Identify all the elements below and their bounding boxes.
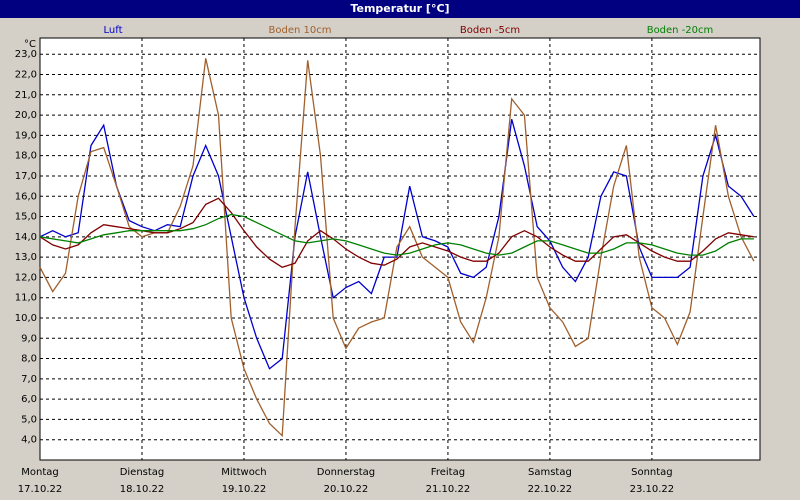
y-tick-label: 16,0 (15, 191, 37, 202)
x-tick-label: Samstag (528, 467, 572, 478)
y-tick-label: 5,0 (21, 414, 37, 425)
y-tick-label: 6,0 (21, 394, 37, 405)
y-tick-label: 18,0 (15, 151, 37, 162)
chart-title: Temperatur [°C] (350, 2, 449, 15)
x-tick-label: Sonntag (631, 467, 673, 478)
y-tick-label: 19,0 (15, 130, 37, 141)
x-tick-date: 19.10.22 (222, 484, 267, 495)
legend-entry: Boden -5cm (460, 25, 520, 36)
y-tick-label: 7,0 (21, 374, 37, 385)
x-tick-date: 18.10.22 (120, 484, 165, 495)
y-tick-label: 10,0 (15, 313, 37, 324)
y-tick-label: 8,0 (21, 354, 37, 365)
y-tick-label: 13,0 (15, 252, 37, 263)
x-tick-label: Donnerstag (317, 467, 375, 478)
y-tick-label: 20,0 (15, 110, 37, 121)
x-tick-date: 21.10.22 (426, 484, 471, 495)
y-tick-label: 22,0 (15, 70, 37, 81)
x-tick-label: Freitag (431, 467, 465, 478)
x-tick-date: 17.10.22 (18, 484, 63, 495)
series-line (39, 197, 755, 269)
y-tick-label: 14,0 (15, 232, 37, 243)
y-tick-label: 21,0 (15, 90, 37, 101)
legend-entry: Boden 10cm (269, 25, 332, 36)
x-tick-label: Dienstag (120, 467, 165, 478)
legend-entry: Boden -20cm (647, 25, 714, 36)
x-tick-date: 23.10.22 (630, 484, 675, 495)
y-tick-label: 11,0 (15, 293, 37, 304)
y-tick-label: 23,0 (15, 49, 37, 60)
y-tick-label: 4,0 (21, 435, 37, 446)
y-tick-label: 12,0 (15, 272, 37, 283)
y-unit: °C (24, 39, 36, 50)
y-tick-label: 17,0 (15, 171, 37, 182)
y-tick-label: 9,0 (21, 333, 37, 344)
x-tick-date: 22.10.22 (528, 484, 573, 495)
x-tick-label: Montag (21, 467, 58, 478)
title-bar (0, 0, 800, 18)
x-tick-date: 20.10.22 (324, 484, 369, 495)
series-line (39, 213, 754, 256)
x-tick-label: Mittwoch (221, 467, 266, 478)
y-tick-label: 15,0 (15, 212, 37, 223)
legend-entry: Luft (104, 25, 123, 36)
